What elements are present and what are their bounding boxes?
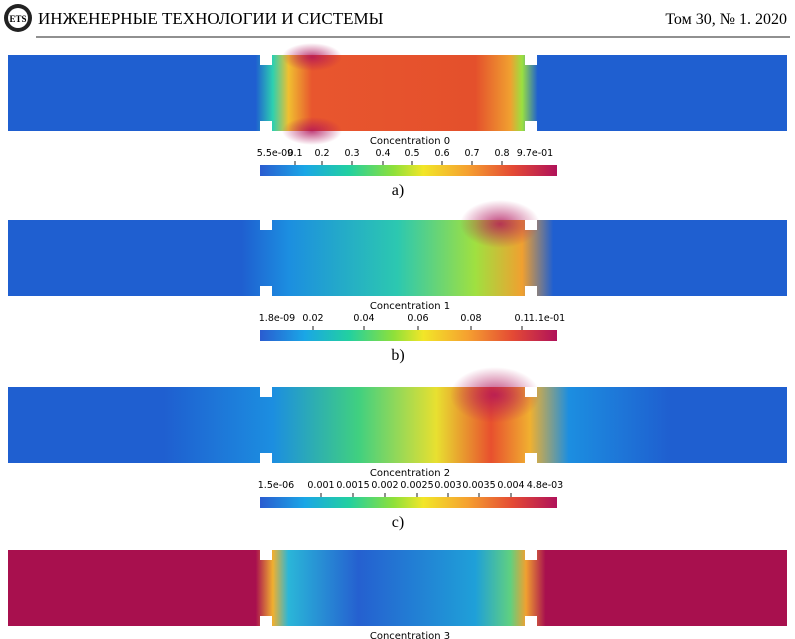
- colorbar-tick-label: 0.5: [404, 148, 419, 159]
- colorbar-title: Concentration 1: [370, 301, 450, 312]
- notch: [260, 121, 272, 131]
- notch: [260, 220, 272, 230]
- colorbar-tick-label: 1.1e-01: [529, 313, 565, 324]
- notch: [525, 121, 537, 131]
- colorbar-tick-label: 0.0035: [462, 480, 495, 491]
- hot-spot: [282, 117, 342, 145]
- notch: [525, 387, 537, 397]
- field: [8, 55, 787, 131]
- journal-title: ИНЖЕНЕРНЫЕ ТЕХНОЛОГИИ И СИСТЕМЫ: [38, 9, 384, 28]
- field: [8, 220, 787, 296]
- colorbar-tick-label: 4.8e-03: [527, 480, 563, 491]
- colorbar-title: Concentration 3: [370, 631, 450, 639]
- panel-label: c): [392, 514, 404, 531]
- notch: [260, 616, 272, 626]
- hot-spot: [282, 43, 342, 71]
- notch: [525, 616, 537, 626]
- colorbar-tick-label: 0.3: [344, 148, 359, 159]
- issue: Том 30, № 1. 2020: [665, 11, 787, 28]
- colorbar-tick-label: 1.8e-09: [259, 313, 295, 324]
- colorbar: [260, 497, 557, 508]
- colorbar-title: Concentration 0: [370, 136, 450, 147]
- notch: [525, 220, 537, 230]
- colorbar-tick-label: 0.6: [434, 148, 449, 159]
- notch: [525, 55, 537, 65]
- hot-spot: [450, 367, 540, 423]
- logo-text: ETS: [9, 14, 26, 24]
- notch: [260, 286, 272, 296]
- colorbar-tick-label: 0.003: [434, 480, 461, 491]
- colorbar-tick-label: 0.1: [514, 313, 529, 324]
- logo-inner: [8, 8, 28, 28]
- colorbar-title: Concentration 2: [370, 468, 450, 479]
- colorbar-tick-label: 0.02: [302, 313, 323, 324]
- panel-label: a): [392, 182, 404, 199]
- colorbar-tick-label: 0.002: [371, 480, 398, 491]
- notch: [525, 453, 537, 463]
- colorbar-tick-label: 0.0015: [336, 480, 369, 491]
- notch: [525, 550, 537, 560]
- notch: [260, 550, 272, 560]
- notch: [525, 286, 537, 296]
- colorbar-tick-label: 1.5e-06: [258, 480, 294, 491]
- colorbar-tick-label: 0.2: [314, 148, 329, 159]
- colorbar-tick-label: 0.7: [464, 148, 479, 159]
- colorbar-tick-label: 0.004: [497, 480, 524, 491]
- notch: [260, 453, 272, 463]
- panel-label: b): [391, 347, 404, 364]
- hot-spot: [460, 200, 540, 248]
- notch: [260, 387, 272, 397]
- colorbar-tick-label: 0.08: [460, 313, 481, 324]
- colorbar: [260, 330, 557, 341]
- field: [8, 387, 787, 463]
- colorbar-tick-label: 0.1: [287, 148, 302, 159]
- colorbar-tick-label: 0.8: [494, 148, 509, 159]
- colorbar-tick-label: 0.001: [307, 480, 334, 491]
- colorbar-tick-label: 0.0025: [400, 480, 433, 491]
- colorbar-tick-label: 0.04: [353, 313, 374, 324]
- field: [8, 550, 787, 626]
- colorbar-tick-label: 9.7e-01: [517, 148, 553, 159]
- notch: [260, 55, 272, 65]
- colorbar-tick-label: 0.06: [407, 313, 428, 324]
- colorbar: [260, 165, 557, 176]
- colorbar-tick-label: 0.4: [375, 148, 390, 159]
- colorbar-tick-label: 5.5e-09: [257, 148, 293, 159]
